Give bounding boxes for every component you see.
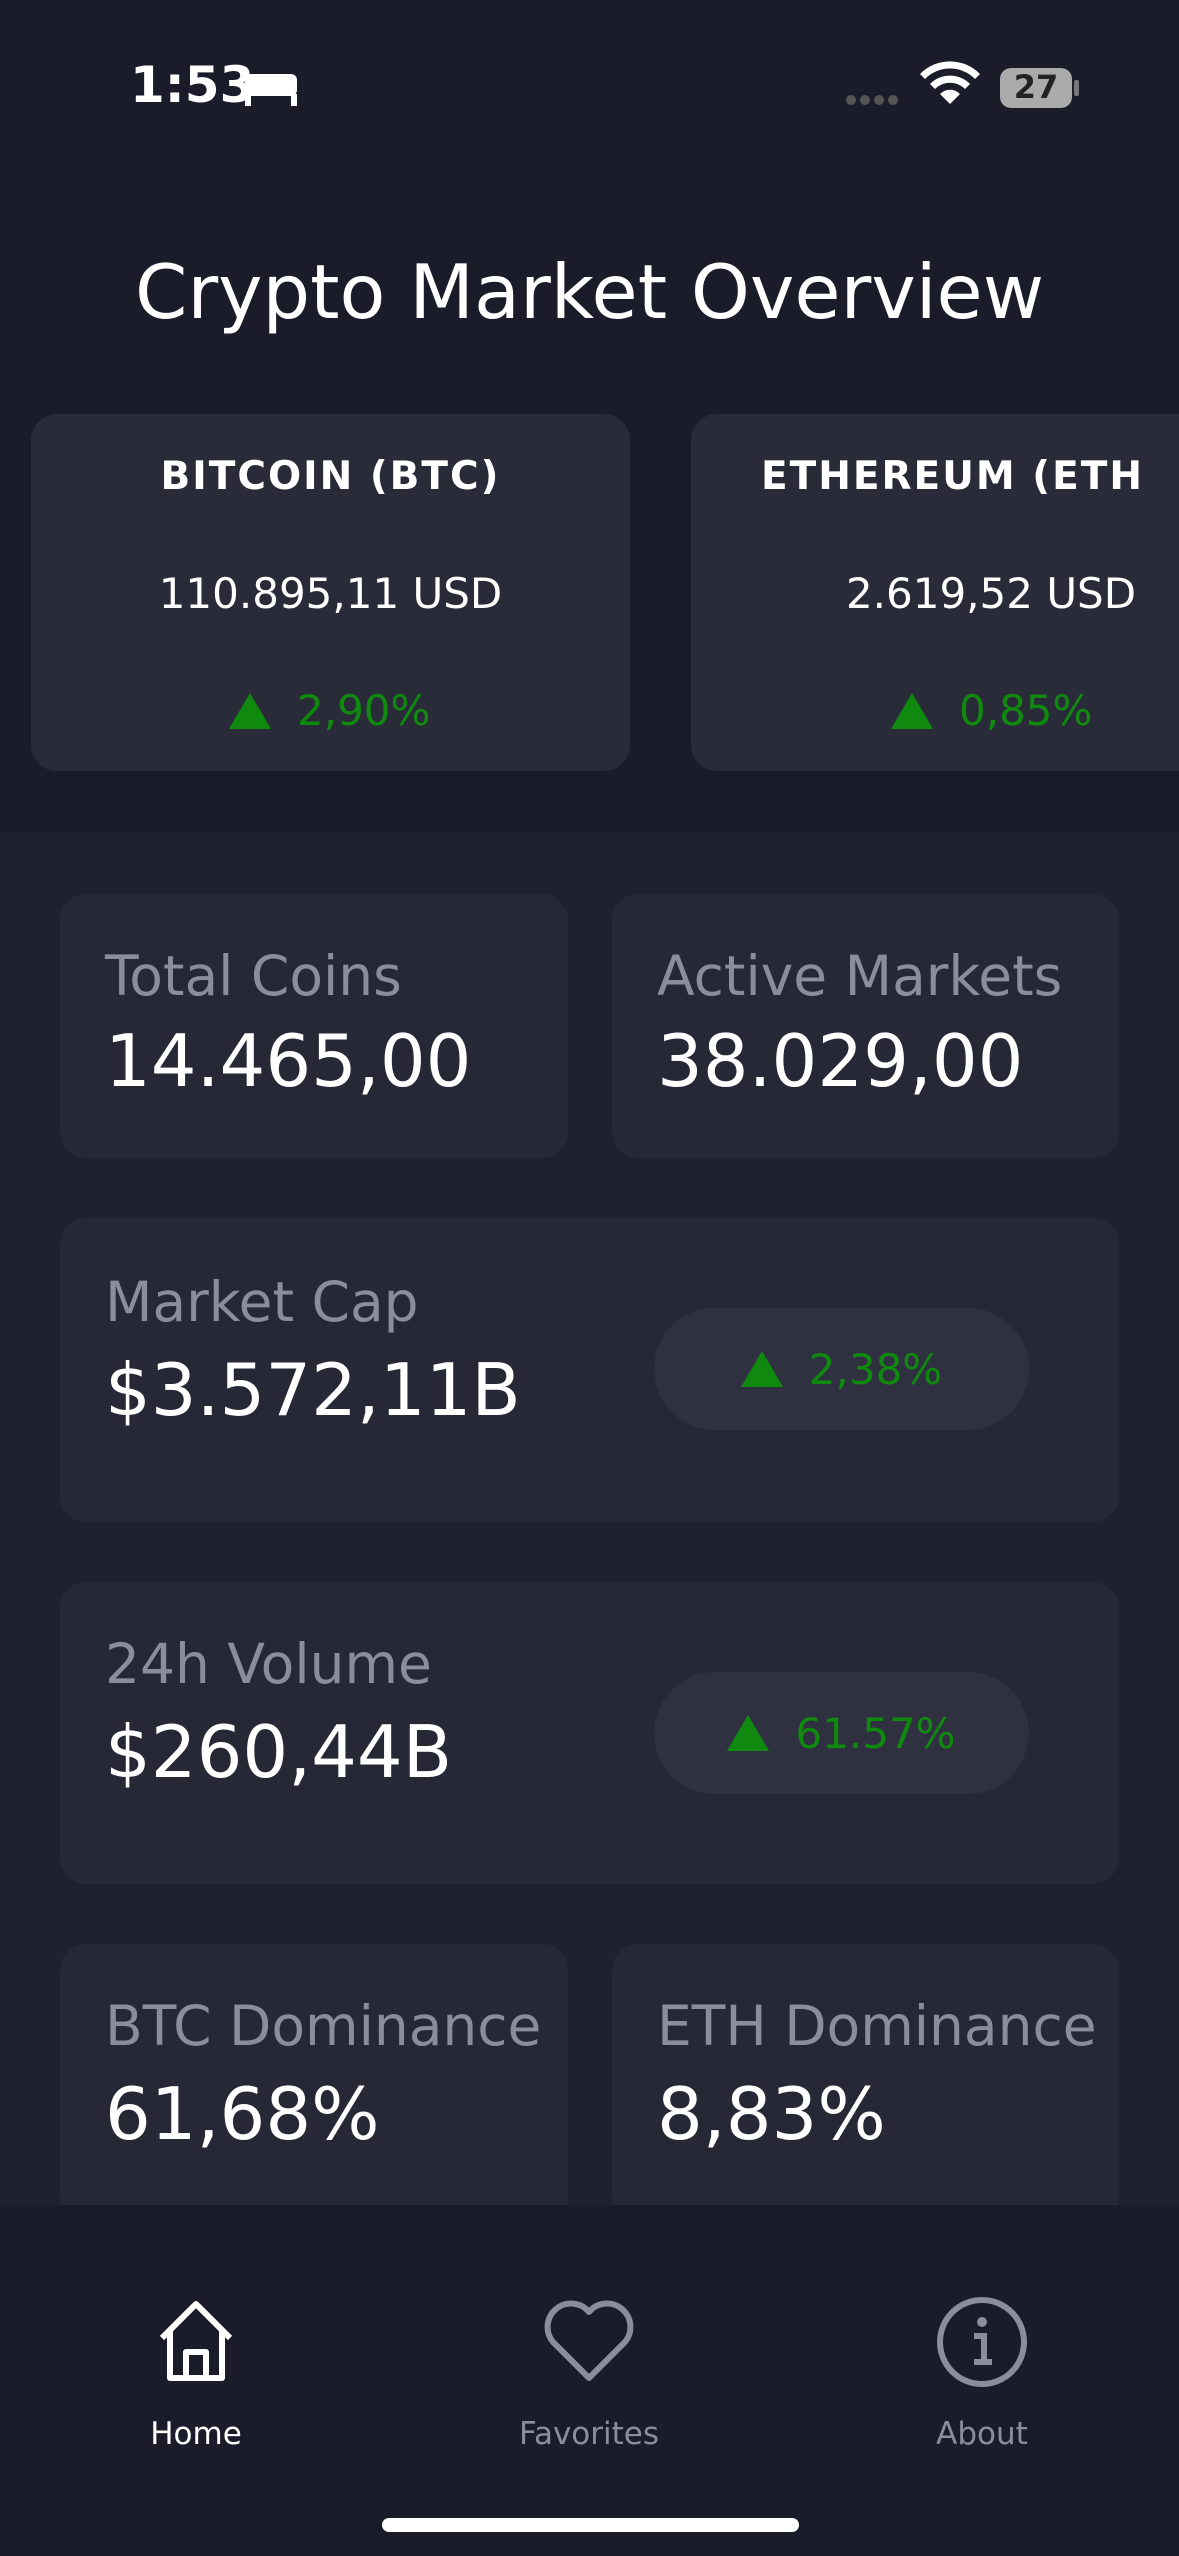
coin-name: ETHEREUM (ETH	[761, 454, 1144, 499]
status-time: 1:53	[130, 56, 255, 114]
home-icon[interactable]	[156, 2298, 236, 2384]
stat-card: BTC Dominance 61,68%	[60, 1944, 568, 2224]
stat-value: 61,68%	[105, 2072, 380, 2156]
stat-card: Total Coins 14.465,00	[60, 894, 568, 1158]
stat-label: BTC Dominance	[105, 1994, 542, 2058]
tab-label[interactable]: About	[936, 2416, 1028, 2452]
ticker-card[interactable]: ETHEREUM (ETH 2.619,52 USD 0,85%	[691, 414, 1179, 771]
stat-card: Market Cap $3.572,11B 2,38%	[60, 1218, 1119, 1522]
stat-value: 14.465,00	[105, 1019, 472, 1103]
stat-label: 24h Volume	[105, 1632, 432, 1696]
coin-price: 2.619,52 USD	[845, 569, 1137, 618]
stat-label: ETH Dominance	[657, 1994, 1097, 2058]
status-icons	[846, 61, 1079, 108]
change-text: 61.57%	[795, 1708, 956, 1758]
stat-value: $260,44B	[105, 1710, 453, 1794]
change-pill: 2,38%	[654, 1308, 1029, 1430]
change-pill: 61.57%	[654, 1672, 1029, 1794]
change-text: 0,85%	[959, 686, 1093, 735]
stat-value: 8,83%	[657, 2072, 886, 2156]
change-text: 2,38%	[808, 1344, 943, 1394]
stat-value: $3.572,11B	[105, 1348, 521, 1432]
coin-price: 110.895,11 USD	[158, 569, 503, 618]
stat-label: Market Cap	[105, 1270, 419, 1334]
sleep-icon	[245, 74, 297, 106]
tab-label[interactable]: Favorites	[518, 2416, 660, 2452]
coin-name: BITCOIN (BTC)	[160, 454, 501, 499]
stat-label: Total Coins	[105, 944, 402, 1008]
favorites-icon[interactable]	[543, 2300, 635, 2384]
page-title: Crypto Market Overview	[134, 248, 1045, 336]
stat-card: Active Markets 38.029,00	[612, 894, 1119, 1158]
ticker-card[interactable]: BITCOIN (BTC) 110.895,11 USD 2,90%	[31, 414, 630, 771]
about-icon[interactable]	[936, 2296, 1028, 2388]
stat-value: 38.029,00	[657, 1019, 1024, 1103]
tab-label[interactable]: Home	[150, 2416, 242, 2452]
stat-label: Active Markets	[657, 944, 1063, 1008]
battery-level: 27	[1013, 68, 1059, 106]
change-text: 2,90%	[297, 686, 431, 735]
coin-change: 0,85%	[891, 686, 1092, 735]
stat-card: 24h Volume $260,44B 61.57%	[60, 1582, 1119, 1884]
coin-change: 2,90%	[229, 686, 430, 735]
stat-card: ETH Dominance 8,83%	[612, 1944, 1119, 2224]
home-indicator	[382, 2518, 799, 2532]
